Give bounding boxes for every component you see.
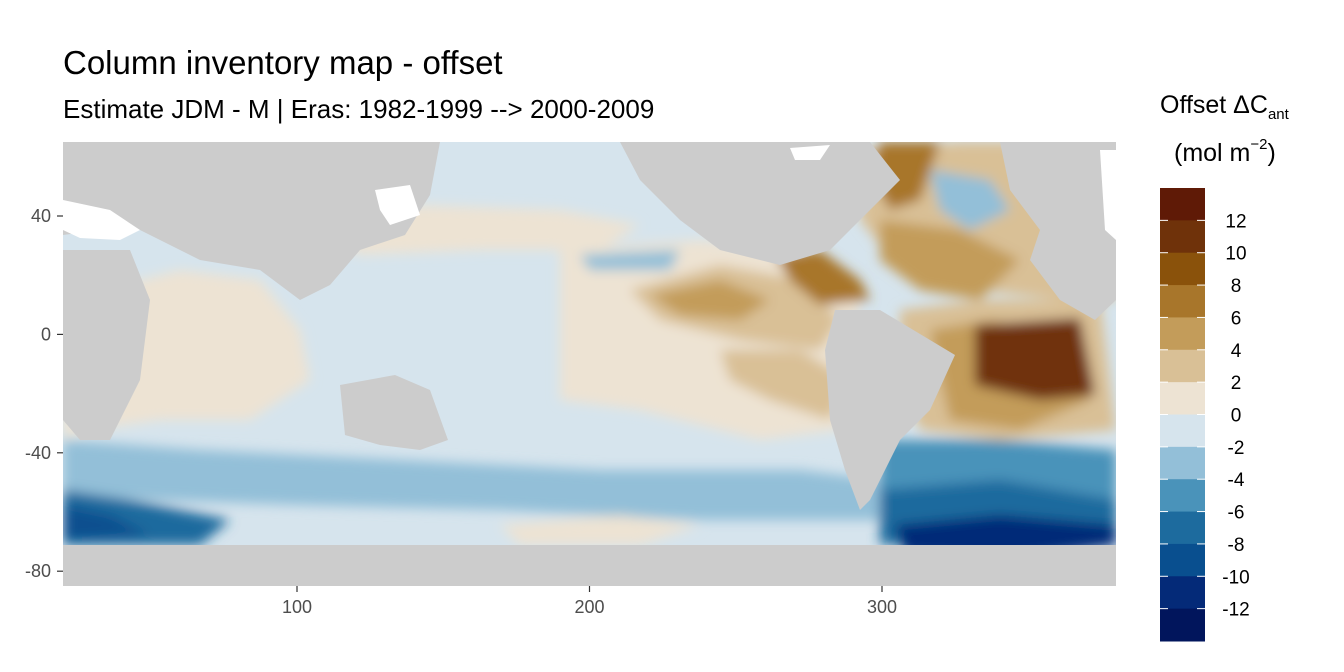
legend-labels: 12 10 8 6 4 2 0 -2 -4 -6 -8 -10 -12 — [1160, 211, 1250, 621]
legend-label: -2 — [1228, 438, 1245, 459]
north-atlantic-subpolar-low — [930, 170, 1010, 230]
north-atlantic-core — [880, 220, 1020, 300]
southern-pacific-low — [63, 440, 880, 520]
legend-color-step — [1160, 446, 1205, 480]
north-pacific-low-streak — [580, 250, 680, 270]
legend-label: -6 — [1228, 503, 1245, 524]
legend-label: -10 — [1222, 567, 1249, 588]
eastern-tropical-pacific-core — [650, 280, 770, 320]
australia-land — [340, 375, 448, 450]
legend-label: 2 — [1231, 373, 1242, 394]
tropical-atlantic-hotspot — [975, 318, 1095, 400]
y-tick-label: -80 — [25, 561, 51, 581]
map-panel — [63, 142, 1116, 586]
north-america-land — [620, 142, 900, 265]
legend-color-step — [1160, 252, 1205, 286]
indian-sector-deep — [63, 505, 150, 540]
legend: Offset ΔCant (mol m−2) 12 10 8 6 4 2 0 -2 -4 -6 -8… — [1160, 91, 1290, 642]
asia-land — [63, 142, 440, 300]
no-data-mask — [63, 145, 1116, 240]
legend-label: 0 — [1231, 406, 1242, 427]
legend-color-step — [1160, 220, 1205, 254]
southeast-pacific-high — [720, 350, 850, 420]
labrador-high — [870, 142, 940, 210]
legend-colorbar — [1160, 188, 1205, 642]
legend-title-subscript: ant — [1268, 106, 1290, 123]
x-tick-label: 100 — [282, 597, 312, 617]
legend-title-line2: (mol m−2) — [1174, 136, 1276, 167]
legend-label: -8 — [1228, 535, 1245, 556]
legend-color-step — [1160, 608, 1205, 642]
antarctica-land — [63, 545, 1116, 586]
legend-label: 8 — [1231, 276, 1242, 297]
y-tick-label: 0 — [41, 324, 51, 344]
legend-color-step — [1160, 285, 1205, 318]
legend-label: -4 — [1228, 470, 1245, 491]
legend-color-step — [1160, 382, 1205, 415]
ross-sea-warm — [500, 515, 700, 545]
europe-africa-east-land — [1000, 142, 1116, 320]
y-tick-label: 40 — [31, 206, 51, 226]
legend-color-step — [1160, 511, 1205, 545]
legend-color-step — [1160, 317, 1205, 351]
x-axis: 100 200 300 — [282, 586, 897, 617]
chart-subtitle: Estimate JDM - M | Eras: 1982-1999 --> 2… — [63, 94, 655, 124]
legend-label: 12 — [1225, 211, 1246, 232]
legend-color-step — [1160, 414, 1205, 448]
africa-land — [63, 250, 150, 440]
y-axis: 40 0 -40 -80 — [25, 206, 63, 581]
legend-color-step — [1160, 543, 1205, 577]
legend-color-step — [1160, 479, 1205, 513]
legend-title-superscript: −2 — [1250, 136, 1267, 153]
legend-label: 6 — [1231, 308, 1242, 329]
legend-color-step — [1160, 188, 1205, 221]
x-tick-label: 300 — [867, 597, 897, 617]
legend-label: 10 — [1225, 244, 1246, 265]
x-tick-label: 200 — [574, 597, 604, 617]
legend-color-step — [1160, 576, 1205, 610]
land-mask — [63, 142, 1116, 586]
legend-title-close: ) — [1268, 139, 1276, 167]
y-tick-label: -40 — [25, 443, 51, 463]
chart-title: Column inventory map - offset — [63, 44, 503, 81]
legend-color-step — [1160, 349, 1205, 383]
legend-title-main: Offset ΔC — [1160, 91, 1268, 119]
legend-label: 4 — [1231, 341, 1242, 362]
south-america-land — [825, 310, 955, 510]
legend-title-units: (mol m — [1174, 139, 1250, 167]
caribbean-high — [775, 250, 870, 305]
legend-title-line1: Offset ΔCant — [1160, 91, 1290, 123]
legend-label: -12 — [1222, 600, 1249, 621]
